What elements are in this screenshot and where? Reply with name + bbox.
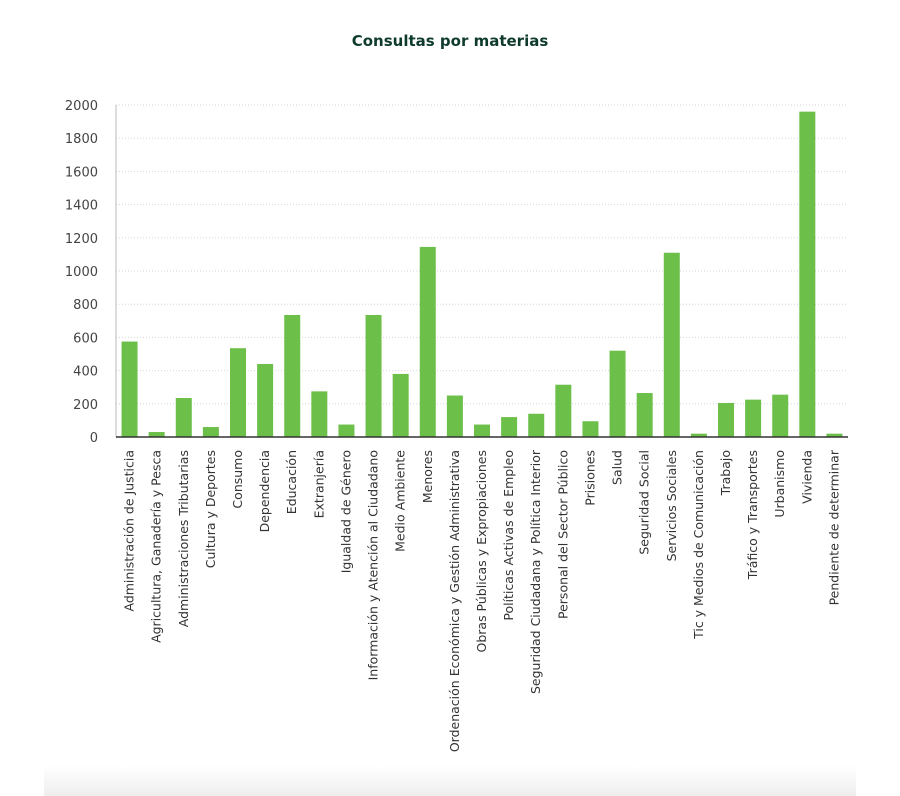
bar (718, 402, 734, 437)
y-tick-label: 0 (90, 431, 98, 446)
bar (501, 417, 518, 437)
bar (419, 246, 436, 437)
bar (284, 314, 301, 437)
x-category-label: Salud (610, 450, 625, 485)
bar (121, 341, 138, 437)
x-category-label: Urbanismo (772, 450, 787, 518)
bar (555, 384, 572, 437)
bar (528, 413, 545, 437)
x-category-label: Extranjería (311, 450, 326, 518)
bar (609, 350, 626, 437)
x-category-label: Prisiones (582, 450, 597, 506)
bar (230, 348, 246, 437)
bar (446, 395, 463, 437)
y-tick-label: 400 (73, 365, 98, 380)
bottom-shadow (44, 765, 856, 796)
x-category-label: Agricultura, Ganadería y Pesca (149, 450, 164, 643)
bar (826, 433, 843, 437)
x-category-label: Menores (420, 450, 435, 503)
x-category-label: Seguridad Ciudadana y Política Interior (528, 449, 543, 694)
bar (799, 111, 816, 437)
x-category-label: Tráfico y Transportes (745, 450, 760, 580)
x-category-label: Tic y Medios de Comunicación (691, 450, 706, 640)
bar (175, 397, 192, 437)
x-category-label: Políticas Activas de Empleo (501, 450, 516, 621)
x-category-label: Pendiente de determinar (826, 449, 841, 605)
x-category-label: Dependencia (257, 450, 272, 532)
x-category-label: Igualdad de Género (338, 450, 353, 573)
gridlines (116, 104, 848, 405)
bar (311, 391, 328, 437)
bar (474, 424, 490, 437)
y-tick-label: 1200 (65, 232, 98, 247)
y-tick-label: 1400 (65, 199, 98, 214)
bar (257, 363, 274, 437)
x-category-label: Consumo (230, 450, 245, 509)
bar (365, 314, 382, 437)
x-category-label: Cultura y Deportes (203, 450, 218, 568)
bar (582, 421, 599, 437)
x-category-label: Servicios Sociales (664, 450, 679, 561)
bar (663, 252, 680, 437)
bar (338, 424, 355, 437)
bar (745, 399, 762, 437)
x-category-label: Ordenación Económica y Gestión Administr… (447, 450, 462, 752)
chart-title: Consultas por materias (351, 32, 549, 50)
x-category-label: Obras Públicas y Expropiaciones (474, 450, 489, 653)
x-category-label: Vivienda (799, 450, 814, 504)
y-tick-labels: 0 200 400 600 800 1000 1200 1400 1600 1800 2000 (65, 99, 98, 446)
bar (148, 432, 165, 437)
y-tick-label: 200 (73, 398, 98, 413)
y-tick-label: 1800 (65, 132, 98, 147)
bar (636, 393, 653, 437)
x-category-label: Administración de Justicia (122, 450, 137, 612)
x-category-label: Educación (284, 450, 299, 514)
x-category-label: Medio Ambiente (393, 450, 408, 552)
x-category-label: Trabajo (718, 450, 733, 496)
x-category-labels: Administración de Justicia Agricultura, G… (122, 449, 842, 752)
bar (202, 427, 219, 437)
y-tick-label: 2000 (65, 99, 98, 114)
x-category-label: Personal del Sector Público (555, 450, 570, 619)
y-tick-label: 1600 (65, 165, 98, 180)
y-tick-label: 1000 (65, 265, 98, 280)
bar (772, 394, 789, 437)
y-tick-label: 600 (73, 331, 98, 346)
x-category-label: Seguridad Social (637, 450, 652, 555)
bars (121, 111, 843, 437)
bar (690, 433, 707, 437)
y-tick-label: 800 (73, 298, 98, 313)
x-category-label: Administraciones Tributarias (176, 450, 191, 627)
x-category-label: Información y Atención al Ciudadano (366, 450, 381, 680)
bar (392, 373, 409, 437)
